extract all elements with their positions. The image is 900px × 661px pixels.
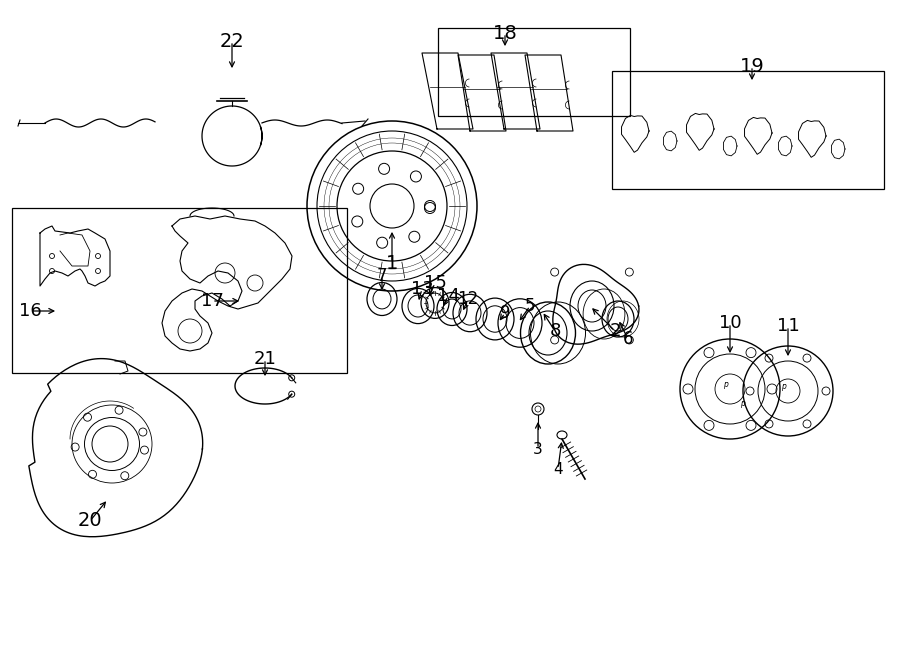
- Text: 20: 20: [77, 512, 103, 531]
- Text: 16: 16: [19, 302, 41, 320]
- Text: 6: 6: [623, 330, 634, 348]
- Text: 18: 18: [492, 24, 517, 42]
- Text: 11: 11: [777, 317, 799, 335]
- Bar: [438, 28, 630, 116]
- Bar: [12, 208, 347, 373]
- Text: 15: 15: [424, 274, 446, 292]
- Text: 8: 8: [549, 322, 561, 340]
- Text: 7: 7: [377, 267, 387, 285]
- Text: p: p: [740, 399, 744, 408]
- Text: 17: 17: [201, 292, 223, 310]
- Text: 9: 9: [500, 304, 510, 322]
- Text: 10: 10: [719, 314, 742, 332]
- Text: 22: 22: [220, 32, 245, 50]
- Text: 3: 3: [533, 442, 543, 457]
- Text: 19: 19: [740, 56, 764, 75]
- Bar: [612, 71, 884, 189]
- Text: 1: 1: [386, 254, 398, 272]
- Text: 14: 14: [436, 287, 459, 305]
- Text: 12: 12: [457, 290, 479, 308]
- Text: 13: 13: [410, 280, 434, 298]
- Text: 4: 4: [554, 461, 562, 477]
- Text: 21: 21: [254, 350, 276, 368]
- Text: p: p: [780, 381, 786, 391]
- Text: p: p: [723, 379, 727, 389]
- Text: 2: 2: [609, 322, 621, 340]
- Text: 5: 5: [525, 297, 535, 315]
